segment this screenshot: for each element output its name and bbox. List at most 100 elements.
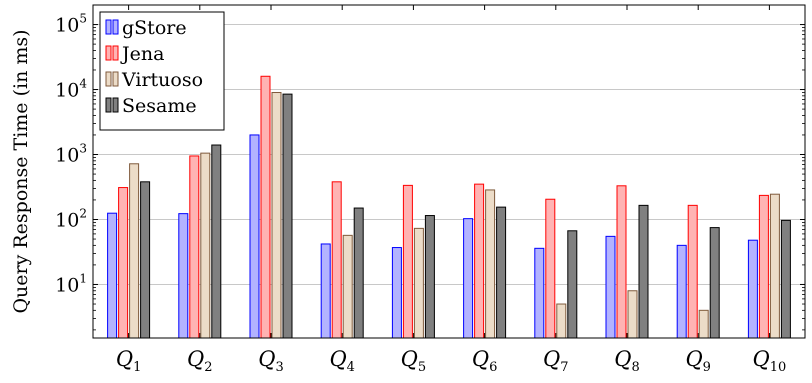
x-tick-label: Q7 bbox=[543, 347, 569, 375]
x-tick-label: Q3 bbox=[258, 347, 284, 375]
x-tick-label: Q5 bbox=[401, 347, 427, 375]
x-tick-base: Q bbox=[401, 347, 418, 371]
legend-swatch-sesame bbox=[105, 97, 112, 113]
x-tick-base: Q bbox=[543, 347, 560, 371]
bars bbox=[107, 75, 791, 339]
x-tick-labels: Q1 Q2 Q3 Q4 Q5 Q6 Q7 Q8 Q9 Q10 bbox=[116, 347, 786, 375]
bar-virtuoso-5 bbox=[413, 227, 424, 339]
x-tick-subscript: 3 bbox=[275, 360, 283, 375]
bar-jena-8 bbox=[616, 185, 627, 339]
x-tick-subscript: 4 bbox=[347, 360, 355, 375]
bar-virtuoso-7 bbox=[556, 303, 567, 339]
x-tick-base: Q bbox=[187, 347, 204, 371]
bar-sesame-9 bbox=[709, 227, 720, 339]
x-tick-subscript: 7 bbox=[560, 360, 568, 375]
bar-sesame-2 bbox=[211, 144, 222, 339]
bar-virtuoso-4 bbox=[342, 234, 353, 339]
bar-gstore-8 bbox=[605, 235, 616, 339]
bar-virtuoso-10 bbox=[769, 193, 780, 339]
y-tick-base: 10 bbox=[55, 209, 79, 231]
x-tick-label: Q8 bbox=[614, 347, 640, 375]
y-tick-base: 10 bbox=[55, 274, 79, 296]
bar-jena-9 bbox=[687, 204, 698, 339]
y-tick-exponent: 1 bbox=[79, 271, 87, 285]
bar-gstore-1 bbox=[107, 212, 118, 339]
y-tick-label: 102 bbox=[55, 206, 87, 231]
x-tick-subscript: 1 bbox=[133, 360, 141, 375]
y-tick-label: 103 bbox=[55, 142, 87, 167]
bar-sesame-10 bbox=[780, 219, 791, 339]
x-tick-label: Q9 bbox=[685, 347, 711, 375]
x-tick-subscript: 9 bbox=[703, 360, 711, 375]
bar-jena-6 bbox=[474, 183, 485, 339]
legend-label-sesame: Sesame bbox=[122, 95, 197, 117]
legend-swatch-virtuoso bbox=[105, 71, 112, 87]
x-tick-subscript: 8 bbox=[631, 360, 639, 375]
bar-gstore-7 bbox=[534, 247, 545, 339]
bar-gstore-2 bbox=[178, 213, 189, 339]
y-tick-base: 10 bbox=[55, 145, 79, 167]
x-tick-base: Q bbox=[685, 347, 702, 371]
bar-virtuoso-3 bbox=[271, 92, 282, 339]
x-tick-subscript: 5 bbox=[418, 360, 426, 375]
y-tick-exponent: 4 bbox=[79, 77, 87, 91]
bar-jena-4 bbox=[331, 181, 342, 339]
legend-swatch-sesame bbox=[112, 97, 119, 113]
bar-sesame-7 bbox=[567, 230, 578, 339]
bar-gstore-10 bbox=[747, 239, 758, 339]
bar-jena-10 bbox=[758, 194, 769, 339]
legend-box bbox=[99, 11, 225, 131]
y-axis-title: Query Response Time (in ms) bbox=[10, 29, 32, 313]
x-tick-base: Q bbox=[258, 347, 275, 371]
bar-virtuoso-2 bbox=[200, 152, 211, 339]
y-tick-base: 10 bbox=[55, 15, 79, 37]
plot-frame bbox=[92, 4, 806, 339]
x-tick-subscript: 10 bbox=[770, 360, 787, 375]
bar-jena-7 bbox=[545, 198, 556, 339]
y-tick-base: 10 bbox=[55, 80, 79, 102]
x-tick-base: Q bbox=[614, 347, 631, 371]
bar-sesame-5 bbox=[424, 215, 435, 339]
legend-swatch-virtuoso bbox=[112, 71, 119, 87]
bar-sesame-3 bbox=[282, 93, 293, 339]
legend: gStore Jena Virtuoso Sesame bbox=[99, 11, 225, 131]
bar-jena-5 bbox=[402, 184, 413, 339]
x-tick-label: Q10 bbox=[753, 347, 787, 375]
x-tick-label: Q1 bbox=[116, 347, 142, 375]
x-tick-base: Q bbox=[329, 347, 346, 371]
bar-jena-1 bbox=[118, 187, 129, 339]
legend-swatch-jena bbox=[112, 45, 119, 61]
legend-swatch-gstore bbox=[112, 19, 119, 35]
y-tick-exponent: 2 bbox=[79, 206, 87, 220]
x-tick-base: Q bbox=[753, 347, 770, 371]
bar-virtuoso-9 bbox=[698, 309, 709, 339]
legend-label-jena: Jena bbox=[120, 43, 164, 65]
bar-sesame-6 bbox=[496, 206, 507, 339]
y-tick-label: 105 bbox=[55, 12, 87, 37]
legend-swatch-jena bbox=[105, 45, 112, 61]
x-tick-label: Q6 bbox=[472, 347, 498, 375]
x-tick-label: Q2 bbox=[187, 347, 213, 375]
bar-gstore-3 bbox=[249, 134, 260, 339]
bar-sesame-8 bbox=[638, 204, 649, 339]
bar-jena-3 bbox=[260, 75, 271, 339]
x-tick-base: Q bbox=[472, 347, 489, 371]
bar-virtuoso-6 bbox=[485, 189, 496, 339]
bar-gstore-5 bbox=[391, 247, 402, 339]
bar-virtuoso-8 bbox=[627, 290, 638, 339]
x-tick-subscript: 2 bbox=[204, 360, 212, 375]
bar-gstore-4 bbox=[320, 243, 331, 339]
bar-sesame-4 bbox=[353, 207, 364, 339]
bar-jena-2 bbox=[189, 155, 200, 339]
bar-gstore-6 bbox=[463, 218, 474, 339]
legend-label-virtuoso: Virtuoso bbox=[121, 69, 203, 91]
legend-swatch-gstore bbox=[105, 19, 112, 35]
bar-gstore-9 bbox=[676, 244, 687, 339]
y-tick-label: 101 bbox=[55, 271, 87, 296]
x-tick-subscript: 6 bbox=[489, 360, 497, 375]
legend-label-gstore: gStore bbox=[122, 17, 187, 39]
x-tick-base: Q bbox=[116, 347, 133, 371]
bar-virtuoso-1 bbox=[129, 163, 140, 339]
